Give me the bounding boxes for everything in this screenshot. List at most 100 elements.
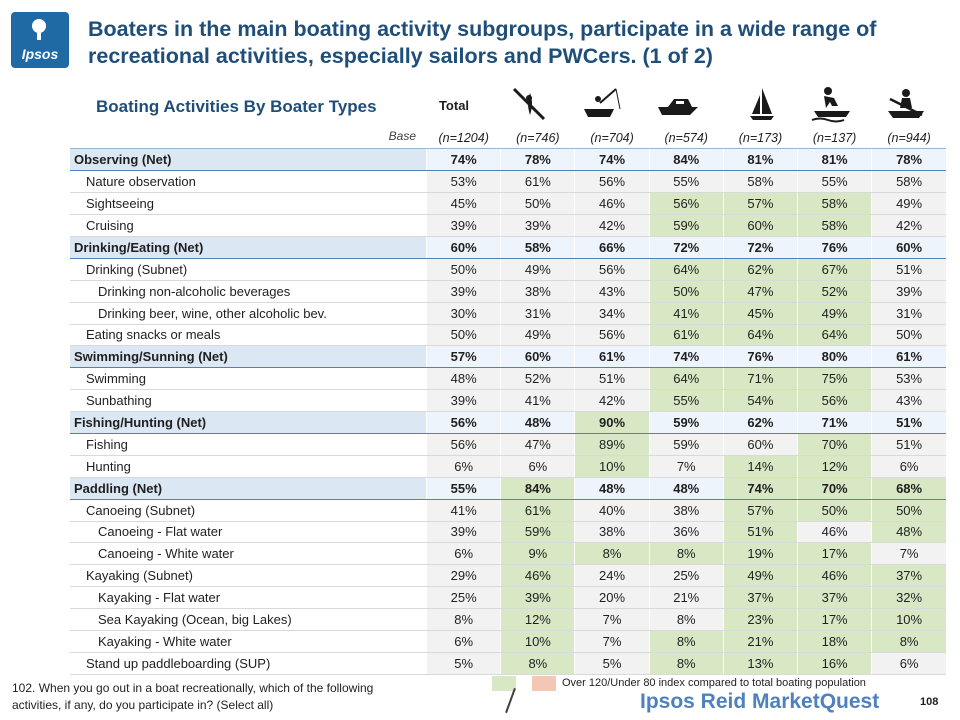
legend-under-swatch [532, 676, 556, 691]
value-cell: 53% [427, 171, 501, 193]
value-cell: 16% [798, 652, 872, 674]
legend-pointer-line [505, 688, 516, 713]
value-cell: 57% [427, 346, 501, 368]
value-cell: 50% [798, 499, 872, 521]
pwc-rider-icon [810, 85, 854, 123]
ipsos-logo-text: Ipsos [11, 46, 69, 62]
base-label: Base [330, 129, 416, 143]
table-row: Eating snacks or meals 50% 49% 56% 61% 64% 64%… [70, 324, 946, 346]
table-row: Fishing 56% 47% 89% 59% 60% 70% 51% [70, 433, 946, 455]
value-cell: 48% [872, 521, 946, 543]
value-cell: 51% [872, 433, 946, 455]
value-cell: 42% [575, 390, 649, 412]
table-row: Sunbathing 39% 41% 42% 55% 54% 56% 43% [70, 390, 946, 412]
value-cell: 7% [575, 609, 649, 631]
value-cell: 55% [798, 171, 872, 193]
row-label: Drinking (Subnet) [70, 258, 427, 280]
value-cell: 72% [723, 236, 797, 258]
activities-table: (n=1204) (n=746) (n=704) (n=574) (n=173)… [70, 127, 946, 675]
value-cell: 39% [501, 587, 575, 609]
row-label: Sightseeing [70, 193, 427, 215]
table-row: Hunting 6% 6% 10% 7% 14% 12% 6% [70, 455, 946, 477]
value-cell: 37% [723, 587, 797, 609]
row-label: Drinking non-alcoholic beverages [70, 280, 427, 302]
value-cell: 55% [427, 477, 501, 499]
row-label: Cruising [70, 215, 427, 237]
value-cell: 43% [575, 280, 649, 302]
value-cell: 38% [649, 499, 723, 521]
value-cell: 64% [649, 368, 723, 390]
row-label: Kayaking - White water [70, 630, 427, 652]
row-label: Drinking beer, wine, other alcoholic bev… [70, 302, 427, 324]
value-cell: 64% [723, 324, 797, 346]
value-cell: 67% [798, 258, 872, 280]
value-cell: 58% [798, 193, 872, 215]
value-cell: 62% [723, 258, 797, 280]
value-cell: 81% [723, 149, 797, 171]
value-cell: 6% [427, 630, 501, 652]
value-cell: 5% [575, 652, 649, 674]
value-cell: 48% [649, 477, 723, 499]
value-cell: 78% [501, 149, 575, 171]
value-cell: 43% [872, 390, 946, 412]
slide-title: Boaters in the main boating activity sub… [88, 16, 948, 69]
value-cell: 8% [649, 609, 723, 631]
value-cell: 55% [649, 171, 723, 193]
value-cell: 9% [501, 543, 575, 565]
value-cell: 39% [872, 280, 946, 302]
row-label: Observing (Net) [70, 149, 427, 171]
row-label: Swimming [70, 368, 427, 390]
value-cell: 37% [872, 565, 946, 587]
table-row: Kayaking (Subnet) 29% 46% 24% 25% 49% 46% 37% [70, 565, 946, 587]
value-cell: 50% [501, 193, 575, 215]
value-cell: 50% [427, 258, 501, 280]
base-cell: (n=173) [723, 127, 797, 149]
value-cell: 45% [427, 193, 501, 215]
value-cell: 42% [575, 215, 649, 237]
value-cell: 24% [575, 565, 649, 587]
base-cell: (n=746) [501, 127, 575, 149]
value-cell: 89% [575, 433, 649, 455]
net-row: Observing (Net) 74% 78% 74% 84% 81% 81% 78% [70, 149, 946, 171]
row-label: Fishing [70, 433, 427, 455]
value-cell: 66% [575, 236, 649, 258]
value-cell: 48% [501, 412, 575, 434]
value-cell: 50% [649, 280, 723, 302]
value-cell: 49% [501, 258, 575, 280]
net-row: Paddling (Net) 55% 84% 48% 48% 74% 70% 68% [70, 477, 946, 499]
value-cell: 72% [649, 236, 723, 258]
value-cell: 48% [427, 368, 501, 390]
value-cell: 23% [723, 609, 797, 631]
value-cell: 10% [501, 630, 575, 652]
value-cell: 51% [723, 521, 797, 543]
value-cell: 58% [798, 215, 872, 237]
value-cell: 39% [427, 521, 501, 543]
row-label: Hunting [70, 455, 427, 477]
value-cell: 90% [575, 412, 649, 434]
value-cell: 60% [427, 236, 501, 258]
value-cell: 25% [649, 565, 723, 587]
table-row: Cruising 39% 39% 42% 59% 60% 58% 42% [70, 215, 946, 237]
value-cell: 60% [872, 236, 946, 258]
value-cell: 49% [798, 302, 872, 324]
value-cell: 59% [649, 215, 723, 237]
value-cell: 58% [723, 171, 797, 193]
value-cell: 46% [575, 193, 649, 215]
base-cell: (n=1204) [427, 127, 501, 149]
value-cell: 55% [649, 390, 723, 412]
value-cell: 41% [501, 390, 575, 412]
value-cell: 71% [723, 368, 797, 390]
value-cell: 74% [723, 477, 797, 499]
value-cell: 80% [798, 346, 872, 368]
value-cell: 6% [872, 652, 946, 674]
value-cell: 74% [649, 346, 723, 368]
value-cell: 41% [427, 499, 501, 521]
value-cell: 54% [723, 390, 797, 412]
base-cell: (n=944) [872, 127, 946, 149]
table-row: Swimming 48% 52% 51% 64% 71% 75% 53% [70, 368, 946, 390]
row-label: Canoeing (Subnet) [70, 499, 427, 521]
value-cell: 52% [798, 280, 872, 302]
value-cell: 64% [649, 258, 723, 280]
row-label: Kayaking - Flat water [70, 587, 427, 609]
value-cell: 51% [872, 258, 946, 280]
